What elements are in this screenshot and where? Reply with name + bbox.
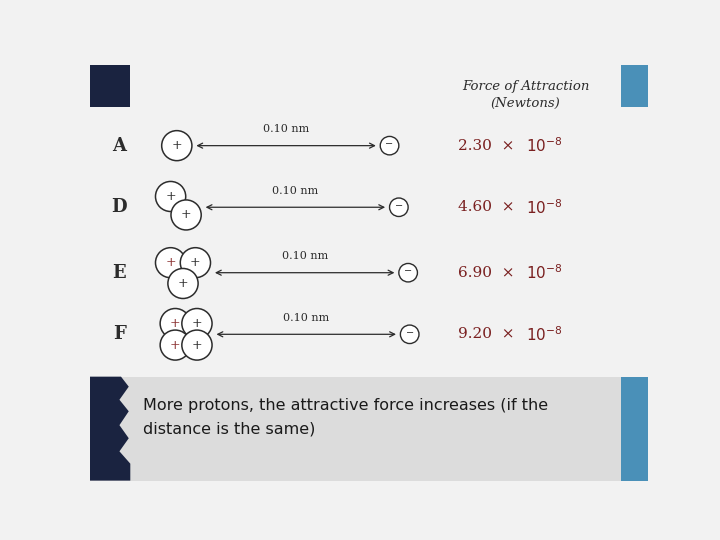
Text: +: + [166, 256, 176, 269]
Circle shape [171, 200, 201, 230]
Text: More protons, the attractive force increases (if the
distance is the same): More protons, the attractive force incre… [143, 399, 548, 437]
Text: 2.30  ×: 2.30 × [458, 139, 524, 153]
Text: $10^{-8}$: $10^{-8}$ [526, 325, 562, 343]
Circle shape [182, 330, 212, 360]
FancyBboxPatch shape [90, 377, 648, 481]
Circle shape [160, 308, 190, 339]
FancyBboxPatch shape [621, 377, 648, 481]
Polygon shape [90, 377, 130, 481]
FancyBboxPatch shape [621, 65, 648, 107]
Text: +: + [181, 208, 192, 221]
FancyBboxPatch shape [90, 65, 130, 107]
Text: 9.20  ×: 9.20 × [458, 327, 524, 341]
Circle shape [156, 181, 186, 212]
Text: +: + [170, 339, 181, 352]
Text: $10^{-8}$: $10^{-8}$ [526, 198, 562, 217]
Text: +: + [192, 317, 202, 330]
Text: Force of Attraction: Force of Attraction [462, 80, 589, 93]
Text: −: − [405, 329, 414, 338]
Text: −: − [404, 267, 412, 276]
Text: +: + [178, 277, 189, 290]
Text: −: − [395, 202, 403, 211]
Circle shape [400, 325, 419, 343]
Text: E: E [112, 264, 126, 282]
Text: 0.10 nm: 0.10 nm [282, 251, 328, 261]
Text: D: D [112, 198, 127, 216]
Text: A: A [112, 137, 127, 154]
Text: +: + [190, 256, 201, 269]
Text: −: − [385, 140, 394, 150]
Circle shape [156, 248, 186, 278]
Circle shape [168, 268, 198, 299]
Circle shape [182, 308, 212, 339]
Text: +: + [192, 339, 202, 352]
Text: F: F [113, 325, 126, 343]
Circle shape [399, 264, 418, 282]
Text: +: + [170, 317, 181, 330]
Circle shape [180, 248, 210, 278]
Text: 4.60  ×: 4.60 × [458, 200, 524, 214]
Text: +: + [166, 190, 176, 203]
Circle shape [380, 137, 399, 155]
Text: +: + [171, 139, 182, 152]
Text: $10^{-8}$: $10^{-8}$ [526, 136, 562, 155]
Text: (Newtons): (Newtons) [490, 97, 560, 110]
Circle shape [390, 198, 408, 217]
Text: $10^{-8}$: $10^{-8}$ [526, 264, 562, 282]
Text: 6.90  ×: 6.90 × [458, 266, 524, 280]
Text: 0.10 nm: 0.10 nm [272, 186, 318, 195]
Circle shape [160, 330, 190, 360]
Circle shape [162, 131, 192, 161]
Text: 0.10 nm: 0.10 nm [263, 124, 309, 134]
Text: 0.10 nm: 0.10 nm [283, 313, 329, 323]
